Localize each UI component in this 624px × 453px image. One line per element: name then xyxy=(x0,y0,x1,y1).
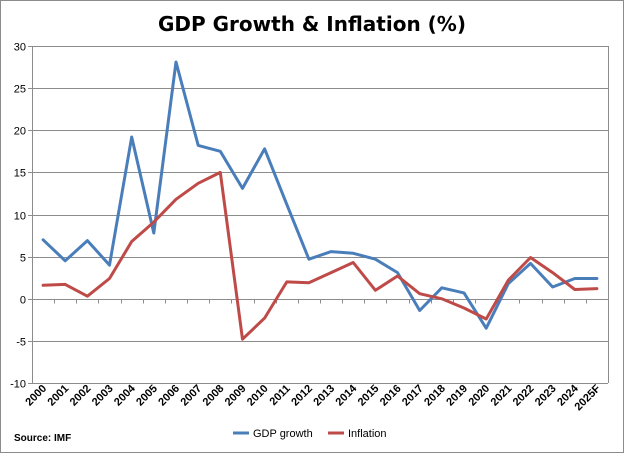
y-tick-label: 15 xyxy=(14,168,26,180)
y-tick-label: 5 xyxy=(20,253,26,265)
y-tick-label: 10 xyxy=(14,211,26,223)
x-tick-label: 2000 xyxy=(23,383,49,409)
x-tick-label: 2009 xyxy=(223,383,249,409)
x-tick-label: 2010 xyxy=(245,383,271,409)
x-tick-label: 2002 xyxy=(68,383,94,409)
x-tick-label: 2020 xyxy=(466,383,492,409)
legend-label: Inflation xyxy=(348,428,387,440)
x-tick-label: 2004 xyxy=(112,382,138,408)
x-tick-label: 2012 xyxy=(289,383,315,409)
x-tick-label: 2006 xyxy=(156,383,182,409)
y-tick-label: 20 xyxy=(14,126,26,138)
legend: GDP growth Inflation xyxy=(233,428,387,440)
x-tick-label: 2022 xyxy=(511,383,537,409)
x-tick-labels: 2000200120022003200420052006200720082009… xyxy=(23,382,603,413)
series-line-gdp-growth xyxy=(41,60,599,330)
y-tick-labels: -10 -5 0 5 10 15 20 25 30 xyxy=(10,42,26,391)
x-tick-label: 2003 xyxy=(90,383,116,409)
legend-label: GDP growth xyxy=(253,428,313,440)
series-line-inflation xyxy=(41,170,599,341)
x-tick-label: 2017 xyxy=(400,383,426,409)
y-tick-label: -5 xyxy=(16,337,26,349)
x-tick-label: 2007 xyxy=(178,383,204,409)
gridlines xyxy=(32,46,608,384)
chart-title: GDP Growth & Inflation (%) xyxy=(158,12,466,36)
y-tick-label: -10 xyxy=(10,379,26,391)
x-tick-label: 2011 xyxy=(268,383,293,408)
x-tick-label: 2018 xyxy=(422,383,448,409)
x-tick-label: 2001 xyxy=(46,383,72,409)
series-lines xyxy=(41,60,599,341)
x-tick-label: 2023 xyxy=(533,383,559,409)
y-tick-label: 0 xyxy=(20,295,26,307)
axes xyxy=(28,46,609,384)
x-tick-label: 2021 xyxy=(489,383,515,409)
x-tick-label: 2019 xyxy=(444,383,470,409)
x-tick-label: 2013 xyxy=(311,383,337,409)
x-tick-label: 2005 xyxy=(134,383,160,409)
x-tick-label: 2025F xyxy=(572,382,603,413)
x-tick-label: 2014 xyxy=(334,382,360,408)
x-tick-label: 2016 xyxy=(378,383,404,409)
y-tick-label: 30 xyxy=(14,42,26,54)
x-tick-label: 2015 xyxy=(356,383,382,409)
source-note: Source: IMF xyxy=(14,433,71,444)
y-tick-label: 25 xyxy=(14,84,26,96)
x-tick-label: 2008 xyxy=(201,383,227,409)
